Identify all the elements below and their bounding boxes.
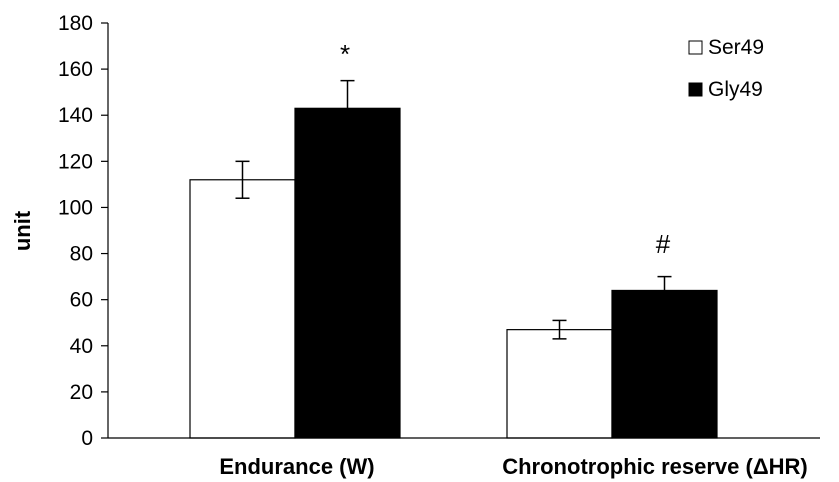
legend: Ser49 Gly49	[688, 36, 764, 101]
y-tick-label: 100	[58, 196, 93, 219]
legend-swatch-gly49	[688, 82, 703, 97]
bar-gly49-0	[294, 107, 401, 439]
bar-ser49-1	[506, 329, 613, 439]
y-tick-label: 60	[70, 289, 93, 312]
y-axis-label: unit	[10, 210, 35, 251]
legend-label-ser49: Ser49	[708, 36, 764, 59]
legend-swatch-ser49	[688, 40, 703, 55]
y-tick-label: 120	[58, 150, 93, 173]
bars	[189, 107, 718, 439]
y-tick-label: 140	[58, 104, 93, 127]
y-axis: 0 20 40 60 80 100 120 140 160 180	[58, 12, 108, 450]
annotation-asterisk: *	[340, 39, 350, 69]
y-tick-label: 40	[70, 335, 93, 358]
legend-label-gly49: Gly49	[708, 78, 763, 101]
y-tick-label: 160	[58, 58, 93, 81]
category-label-chronotrophic-reserve: Chronotrophic reserve (ΔHR)	[502, 454, 808, 479]
y-tick-label: 0	[81, 427, 93, 450]
bar-ser49-0	[189, 179, 296, 439]
y-tick-label: 180	[58, 12, 93, 35]
annotation-hash: #	[656, 229, 671, 259]
category-label-endurance: Endurance (W)	[219, 454, 374, 479]
error-bars	[235, 79, 672, 340]
bar-gly49-1	[611, 289, 718, 439]
y-tick-label: 80	[70, 243, 93, 266]
y-tick-label: 20	[70, 381, 93, 404]
